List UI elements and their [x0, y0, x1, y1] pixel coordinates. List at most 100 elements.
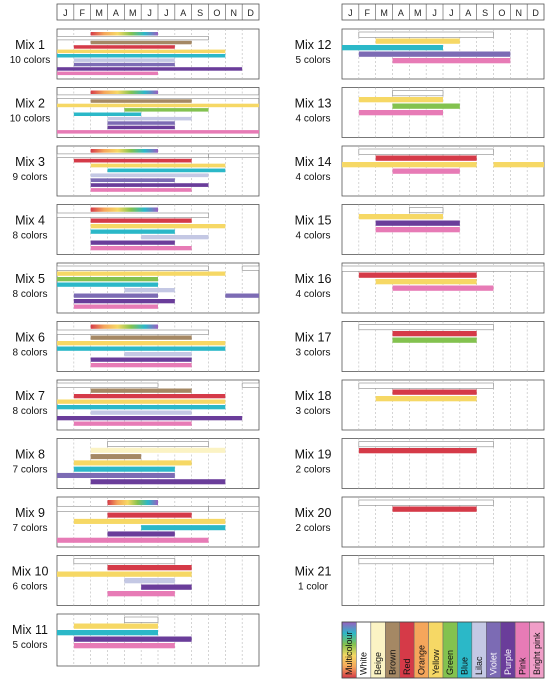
bloom-bar-pink: [73, 643, 175, 649]
bloom-bar-multicolour: [90, 324, 158, 329]
bloom-bar-purple: [90, 357, 192, 362]
bloom-bar-white: [358, 441, 494, 448]
mix-color-count: 10 colors: [10, 55, 51, 66]
bloom-bar-blue: [141, 525, 226, 531]
bloom-bar-pink: [358, 110, 443, 116]
bloom-bar-yellow: [57, 399, 226, 404]
legend-label: Yellow: [431, 649, 441, 675]
month-label: A: [465, 8, 471, 18]
bloom-bar-pink: [392, 58, 511, 64]
mix-name: Mix 4: [15, 214, 45, 228]
month-label: J: [348, 8, 353, 18]
bloom-bar-white: [124, 616, 159, 623]
mix-panel: Mix 6 8 colors: [12, 321, 260, 372]
legend-label: Beige: [373, 652, 383, 675]
mix-color-count: 4 colors: [295, 114, 330, 125]
month-label: M: [380, 8, 388, 18]
month-label: N: [516, 8, 523, 18]
bloom-bar-yellow: [73, 460, 192, 466]
mix-name: Mix 18: [295, 389, 332, 403]
bloom-bar-white: [56, 505, 209, 512]
bloom-bar-white: [358, 31, 494, 38]
mix-color-count: 5 colors: [12, 640, 47, 651]
bloom-bar-yellow: [90, 224, 226, 229]
bloom-bar-blue: [73, 466, 175, 472]
bloom-bar-white: [56, 94, 260, 99]
bloom-bar-multicolour: [90, 32, 158, 36]
mix-color-count: 8 colors: [12, 348, 47, 359]
mix-color-count: 2 colors: [295, 523, 330, 534]
bloom-bar-yellow: [90, 163, 226, 168]
mix-name: Mix 16: [295, 272, 332, 286]
bloom-bar-violet: [225, 293, 259, 298]
bloom-bar-white: [73, 558, 176, 565]
bloom-bar-yellow: [73, 518, 226, 524]
mix-name: Mix 15: [295, 214, 332, 228]
month-label: D: [247, 8, 254, 18]
bloom-bar-yellow: [493, 162, 544, 168]
month-label: M: [95, 8, 103, 18]
bloom-bar-red: [392, 506, 477, 512]
mix-name: Mix 5: [15, 272, 45, 286]
mix-name: Mix 13: [295, 97, 332, 111]
month-label: O: [213, 8, 220, 18]
mix-color-count: 3 colors: [295, 348, 330, 359]
color-legend: Multicolour White Beige Brown Red Orange Yello…: [341, 621, 545, 679]
bloom-bar-white: [56, 265, 209, 271]
legend-label: Blue: [460, 657, 470, 675]
mix-panel: Mix 11 5 colors: [12, 613, 260, 667]
legend-label: Red: [402, 658, 412, 675]
bloom-bar-yellow: [57, 271, 226, 276]
mix-name: Mix 6: [15, 331, 45, 345]
bloom-bar-pink: [90, 363, 192, 368]
bloom-bar-red: [358, 272, 477, 278]
mix-name: Mix 11: [12, 623, 48, 637]
bloom-bar-white: [358, 324, 494, 331]
bloom-bar-white: [208, 153, 260, 158]
mix-name: Mix 8: [15, 448, 45, 462]
bloom-bar-white: [392, 90, 444, 97]
legend-label: Lilac: [474, 656, 484, 675]
month-label: A: [398, 8, 404, 18]
bloom-bar-blue: [57, 630, 158, 636]
month-label: O: [498, 8, 505, 18]
legend-label: Purple: [503, 649, 513, 675]
bloom-bar-white: [56, 36, 209, 41]
bloom-bar-green: [124, 108, 209, 112]
month-label: D: [532, 8, 539, 18]
mix-color-count: 7 colors: [12, 465, 47, 476]
bloom-bar-lilac: [124, 352, 192, 357]
month-label: F: [365, 8, 371, 18]
bloom-bar-purple: [375, 220, 460, 226]
bloom-bar-brown: [90, 388, 192, 393]
bloom-bar-blue: [57, 54, 226, 58]
mix-panel: Mix 5 8 colors: [12, 262, 260, 314]
bloom-bar-purple: [107, 531, 175, 537]
bloom-bar-red: [73, 158, 192, 163]
bloom-bar-beige: [90, 447, 226, 453]
mix-panel: Mix 7 8 colors: [12, 379, 260, 431]
bloom-bar-purple: [90, 240, 175, 245]
legend-label: Pink: [517, 657, 527, 675]
bloom-bar-yellow: [342, 162, 477, 168]
mix-name: Mix 7: [15, 389, 45, 403]
mix-panel: Mix 20 2 colors: [295, 496, 545, 548]
legend-label: White: [359, 652, 369, 675]
mix-panel: Mix 10 6 colors: [12, 555, 260, 606]
bloom-bar-purple: [141, 584, 192, 590]
month-label: J: [449, 8, 454, 18]
bloom-bar-violet: [57, 472, 175, 479]
mix-name: Mix 20: [295, 506, 332, 520]
bloom-bar-white: [241, 382, 260, 388]
bloom-bar-lilac: [141, 235, 209, 240]
mix-color-count: 1 color: [298, 582, 329, 593]
mix-panel: Mix 12 5 colors: [295, 28, 545, 80]
bloom-bar-violet: [90, 178, 175, 183]
bloom-bar-yellow: [375, 38, 460, 44]
bloom-bar-white: [241, 265, 260, 271]
bloom-bar-red: [392, 389, 477, 395]
legend-label: Orange: [416, 645, 426, 675]
mix-panel: Mix 16 4 colors: [295, 262, 545, 314]
bloom-bar-brown: [90, 99, 192, 103]
